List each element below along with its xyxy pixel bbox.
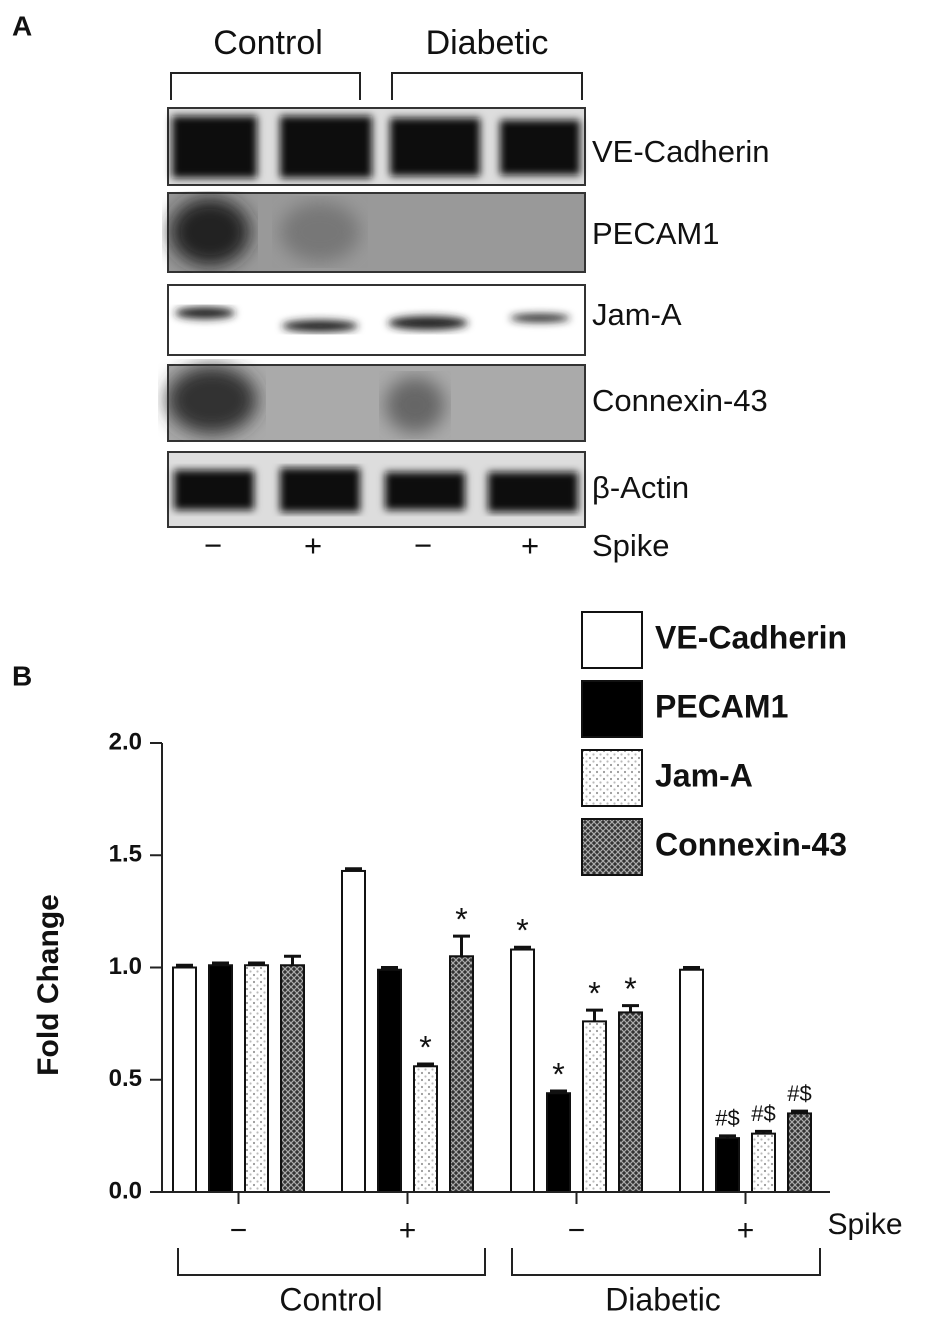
x-tick-label: −	[568, 1214, 586, 1247]
protein-label: VE-Cadherin	[592, 134, 769, 169]
significance-mark: *	[552, 1056, 564, 1092]
legend-label: PECAM1	[655, 688, 788, 724]
bar	[172, 966, 197, 1193]
error-bar	[381, 966, 398, 970]
bar	[449, 955, 474, 1194]
y-tick-label: 2.0	[109, 728, 142, 755]
significance-mark: #$	[715, 1106, 739, 1131]
error-bar	[791, 1109, 808, 1114]
legend-swatch	[581, 611, 643, 669]
lane-label: +	[304, 528, 322, 563]
error-bar	[345, 867, 362, 871]
group-bracket	[177, 1248, 821, 1276]
group-label: Control	[279, 1281, 382, 1317]
bar	[787, 1112, 812, 1194]
y-tick-label: 0.0	[109, 1177, 142, 1204]
error-bar	[453, 934, 470, 957]
legend-swatch	[581, 749, 643, 807]
error-bar	[176, 963, 193, 968]
bar	[751, 1132, 776, 1194]
group-label: Diabetic	[426, 24, 549, 62]
y-tick-label: 1.5	[109, 841, 142, 868]
legend-label: VE-Cadherin	[655, 619, 847, 655]
error-bar	[719, 1134, 736, 1139]
significance-mark: *	[588, 976, 600, 1012]
panel-label: A	[12, 10, 32, 41]
y-tick-label: 1.0	[109, 953, 142, 980]
group-label: Diabetic	[605, 1281, 721, 1317]
error-bar	[755, 1129, 772, 1134]
bar	[715, 1137, 740, 1193]
significance-mark: #$	[751, 1101, 775, 1126]
error-bar	[514, 945, 531, 950]
significance-mark: *	[516, 913, 528, 949]
bar	[618, 1011, 643, 1194]
legend-swatch	[581, 818, 643, 876]
x-axis-label: Spike	[827, 1208, 902, 1241]
bar	[377, 968, 402, 1193]
x-tick-label: +	[399, 1214, 417, 1247]
lane-label: −	[204, 528, 222, 563]
lane-label: −	[414, 528, 432, 563]
y-tick-label: 0.5	[109, 1065, 142, 1092]
bar	[244, 964, 269, 1193]
protein-label: Connexin-43	[592, 383, 768, 418]
blot	[167, 107, 586, 528]
bar	[413, 1065, 438, 1194]
protein-label: PECAM1	[592, 216, 719, 251]
x-tick-label: −	[230, 1214, 248, 1247]
group-label: Control	[213, 24, 323, 62]
bar	[280, 964, 305, 1193]
bar	[341, 869, 366, 1194]
significance-mark: #$	[787, 1081, 811, 1106]
bracket	[170, 72, 583, 100]
panel-label: B	[12, 660, 32, 691]
lane-label: +	[521, 528, 539, 563]
legend-label: Connexin-43	[655, 826, 847, 862]
bar	[582, 1020, 607, 1193]
error-bar	[622, 1004, 639, 1013]
protein-label: β-Actin	[592, 470, 689, 505]
y-axis-label: Fold Change	[32, 894, 65, 1076]
error-bar	[683, 966, 700, 970]
significance-mark: *	[455, 902, 467, 938]
error-bar	[212, 961, 229, 966]
legend-swatch	[581, 680, 643, 738]
bar	[679, 968, 704, 1193]
bar	[208, 964, 233, 1193]
error-bar	[550, 1089, 567, 1094]
error-bar	[586, 1008, 603, 1022]
bar-chart: 0.0 0.5 1.0 1.5 2.0 Fold Change − + * * − * * * * + #$ #$…	[32, 611, 903, 1317]
error-bar	[417, 1062, 434, 1067]
significance-mark: *	[624, 971, 636, 1007]
protein-label: Jam-A	[592, 297, 682, 332]
error-bar	[248, 961, 265, 966]
error-bar	[284, 954, 301, 966]
bar	[546, 1092, 571, 1193]
treatment-label: Spike	[592, 528, 670, 563]
legend-label: Jam-A	[655, 757, 753, 793]
significance-mark: *	[419, 1029, 431, 1065]
x-tick-label: +	[737, 1214, 755, 1247]
bar	[510, 948, 535, 1193]
